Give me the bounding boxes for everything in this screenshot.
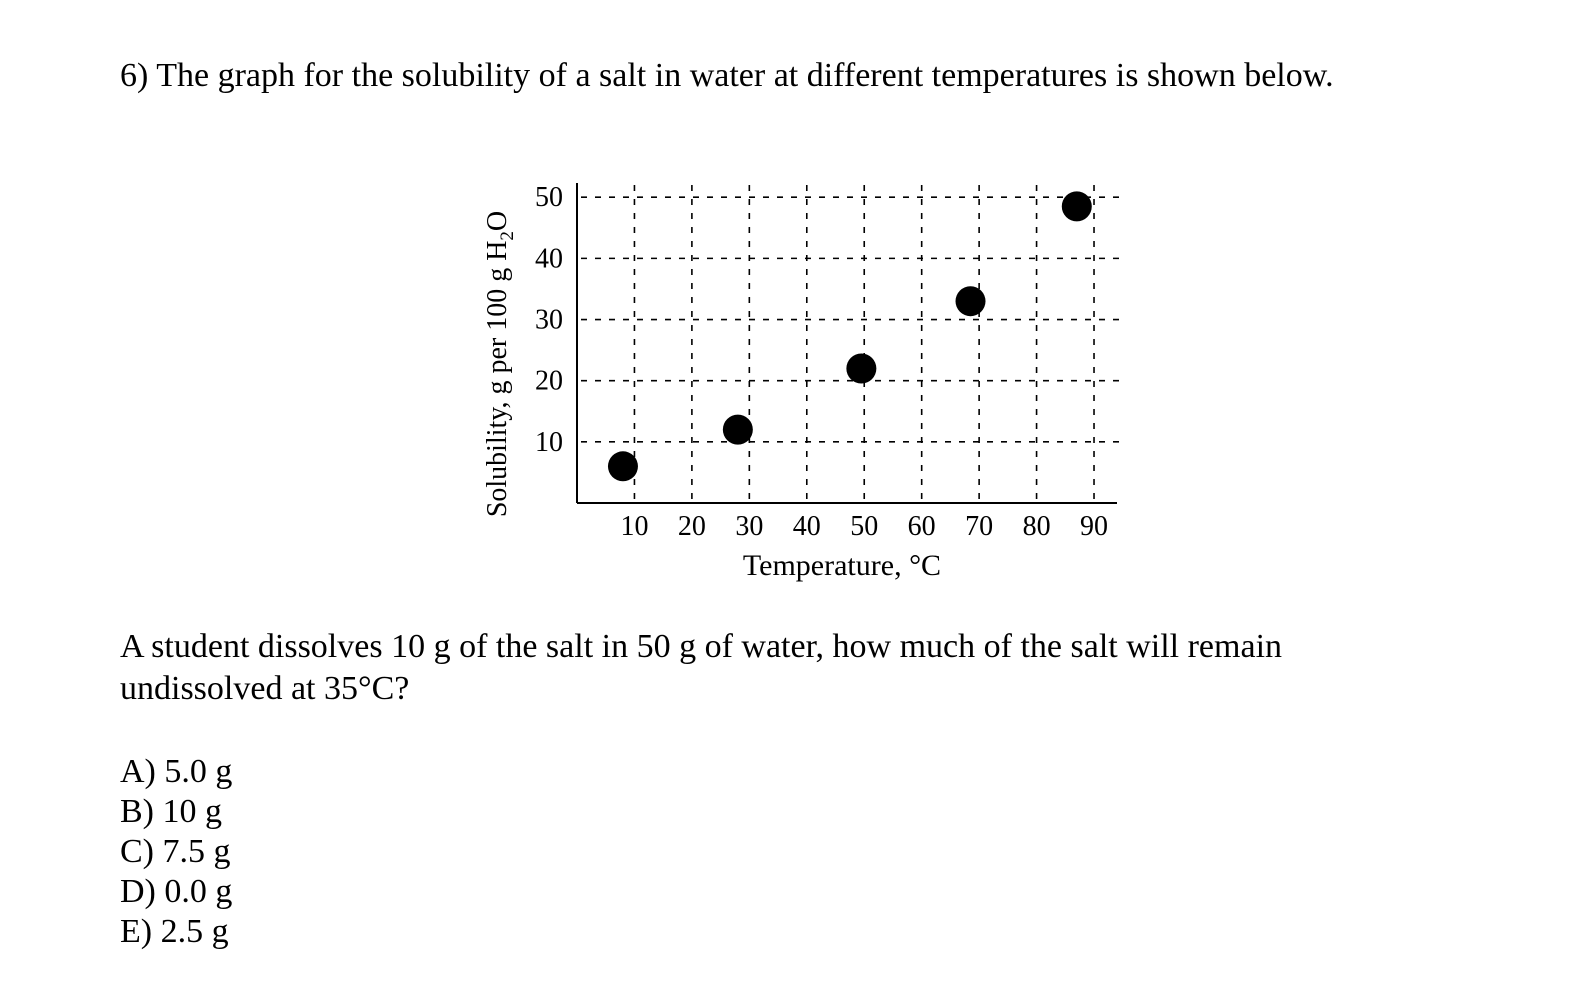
- solubility-chart: 10 20 30 40 50 60 70 80 90 10 20 30 40 50 Temperature,…: [470, 170, 1150, 600]
- data-point: [955, 286, 986, 317]
- x-axis-label: Temperature, °C: [743, 549, 941, 582]
- y-tick-label: 30: [535, 305, 563, 336]
- choice-c[interactable]: C) 7.5 g: [120, 833, 231, 870]
- x-tick-label: 70: [965, 511, 993, 542]
- data-point: [1061, 191, 1092, 222]
- x-tick-label: 90: [1080, 511, 1108, 542]
- chart-svg: 10 20 30 40 50 60 70 80 90 10 20 30 40 50 Temperature,…: [482, 182, 1127, 582]
- question-title: 6) The graph for the solubility of a sal…: [120, 57, 1334, 94]
- question-body: A student dissolves 10 g of the salt in …: [120, 628, 1283, 707]
- y-tick-label: 20: [535, 366, 563, 397]
- y-axis-label-subscript: 2: [497, 231, 518, 241]
- x-tick-label: 10: [620, 511, 648, 542]
- x-tick-label: 30: [735, 511, 763, 542]
- x-tick-label: 60: [908, 511, 936, 542]
- choice-b[interactable]: B) 10 g: [120, 793, 222, 830]
- x-tick-label: 40: [793, 511, 821, 542]
- y-tick-label: 10: [535, 427, 563, 458]
- answer-choices: A) 5.0 g B) 10 g C) 7.5 g D) 0.0 g E) 2.…: [120, 752, 232, 952]
- y-tick-label: 40: [535, 243, 563, 274]
- x-tick-label: 80: [1023, 511, 1051, 542]
- choice-d[interactable]: D) 0.0 g: [120, 873, 233, 910]
- y-tick-label: 50: [535, 182, 563, 213]
- data-point: [846, 353, 877, 384]
- choice-a[interactable]: A) 5.0 g: [120, 753, 233, 790]
- x-tick-label: 20: [678, 511, 706, 542]
- data-point: [607, 451, 638, 482]
- choice-e[interactable]: E) 2.5 g: [120, 913, 229, 950]
- y-axis-label: Solubility, g per 100 g H2O: [482, 211, 518, 517]
- data-point: [722, 414, 753, 445]
- y-axis-label-main: Solubility, g per 100 g H: [482, 241, 513, 518]
- y-axis-label-tail: O: [482, 211, 513, 231]
- x-tick-label: 50: [850, 511, 878, 542]
